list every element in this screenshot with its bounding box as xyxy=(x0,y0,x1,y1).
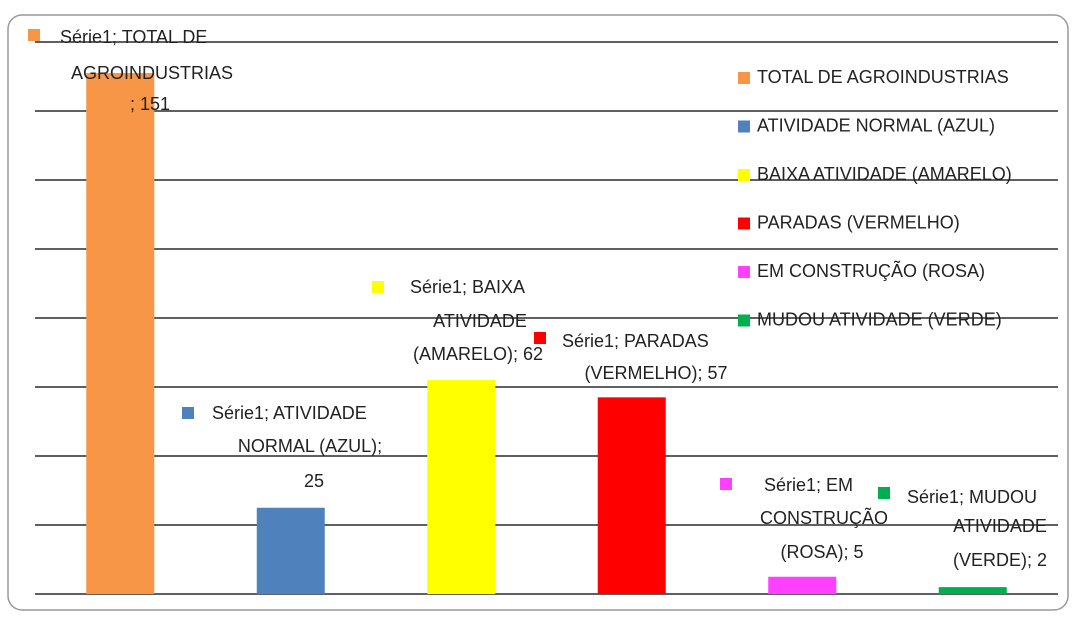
legend-label: TOTAL DE AGROINDUSTRIAS xyxy=(757,67,1009,87)
legend-swatch xyxy=(738,314,750,327)
bar xyxy=(597,397,666,594)
legend-swatch xyxy=(738,72,750,84)
data-label: AGROINDUSTRIAS xyxy=(71,63,233,83)
data-label: (VERDE); 2 xyxy=(953,550,1047,570)
legend-label: BAIXA ATIVIDADE (AMARELO) xyxy=(757,164,1012,184)
bar xyxy=(86,73,155,595)
legend-swatch xyxy=(738,266,750,278)
data-label: (AMARELO); 62 xyxy=(413,344,543,364)
label-key xyxy=(372,281,384,293)
data-label: Série1; MUDOU xyxy=(907,487,1037,507)
label-key xyxy=(878,487,890,499)
data-label: (VERMELHO); 57 xyxy=(584,363,727,383)
data-label: (ROSA); 5 xyxy=(780,542,863,562)
bar xyxy=(256,507,325,594)
bar xyxy=(768,576,837,594)
data-label: Série1; BAIXA xyxy=(410,277,525,297)
data-label: Série1; PARADAS xyxy=(562,331,709,351)
chart-frame xyxy=(7,14,1069,611)
bar xyxy=(427,380,496,594)
legend-swatch xyxy=(738,217,750,230)
legend-label: EM CONSTRUÇÃO (ROSA) xyxy=(757,260,985,281)
legend-label: MUDOU ATIVIDADE (VERDE) xyxy=(757,309,1002,329)
label-key xyxy=(720,478,732,490)
legend-label: ATIVIDADE NORMAL (AZUL) xyxy=(757,115,995,135)
data-label: ATIVIDADE xyxy=(953,516,1047,536)
data-label: Série1; EM xyxy=(764,475,853,495)
label-key xyxy=(534,332,546,344)
legend-swatch xyxy=(738,120,750,133)
label-key xyxy=(28,29,40,41)
legend-label: PARADAS (VERMELHO) xyxy=(757,212,960,232)
data-label: NORMAL (AZUL); xyxy=(238,436,382,456)
data-label: ; 151 xyxy=(130,94,170,114)
bar xyxy=(938,587,1007,594)
data-label: Série1; TOTAL DE xyxy=(60,27,207,47)
legend-swatch xyxy=(738,169,750,181)
data-label: ATIVIDADE xyxy=(433,311,527,331)
data-label: 25 xyxy=(304,471,324,491)
label-key xyxy=(182,407,194,419)
data-label: Série1; ATIVIDADE xyxy=(212,403,367,423)
data-label: CONSTRUÇÃO xyxy=(760,507,888,528)
